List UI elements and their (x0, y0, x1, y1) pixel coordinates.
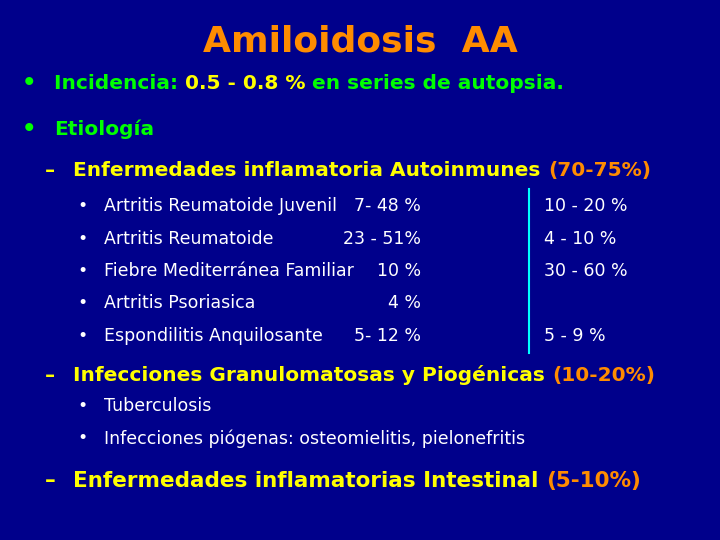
Text: Artritis Reumatoide Juvenil: Artritis Reumatoide Juvenil (104, 197, 338, 215)
Text: –: – (45, 470, 55, 491)
Text: Espondilitis Anquilosante: Espondilitis Anquilosante (104, 327, 323, 345)
Text: Enfermedades inflamatoria Autoinmunes: Enfermedades inflamatoria Autoinmunes (73, 160, 548, 180)
Text: Etiología: Etiología (54, 120, 154, 139)
Text: 10 %: 10 % (377, 262, 421, 280)
Text: •: • (78, 397, 88, 415)
Text: en series de autopsia.: en series de autopsia. (312, 74, 564, 93)
Text: •: • (78, 197, 88, 215)
Text: •: • (78, 230, 88, 248)
Text: 5 - 9 %: 5 - 9 % (544, 327, 606, 345)
Text: 4 - 10 %: 4 - 10 % (544, 230, 616, 248)
Text: 7- 48 %: 7- 48 % (354, 197, 421, 215)
Text: Infecciones Granulomatosas y Piogénicas: Infecciones Granulomatosas y Piogénicas (73, 365, 552, 386)
Text: Artritis Psoriasica: Artritis Psoriasica (104, 294, 256, 313)
Text: Enfermedades inflamatorias Intestinal: Enfermedades inflamatorias Intestinal (73, 470, 546, 491)
Text: •: • (22, 118, 36, 141)
Text: 30 - 60 %: 30 - 60 % (544, 262, 627, 280)
Text: (5-10%): (5-10%) (546, 470, 642, 491)
Text: •: • (22, 72, 36, 95)
Text: 23 - 51%: 23 - 51% (343, 230, 421, 248)
Text: Fiebre Mediterránea Familiar: Fiebre Mediterránea Familiar (104, 262, 354, 280)
Text: 0.5 - 0.8 %: 0.5 - 0.8 % (185, 74, 312, 93)
Text: (70-75%): (70-75%) (548, 160, 651, 180)
Text: –: – (45, 366, 55, 385)
Text: •: • (78, 294, 88, 313)
Text: Tuberculosis: Tuberculosis (104, 397, 212, 415)
Text: •: • (78, 429, 88, 448)
Text: Incidencia:: Incidencia: (54, 74, 185, 93)
Text: (10-20%): (10-20%) (552, 366, 655, 385)
Text: •: • (78, 262, 88, 280)
Text: Amiloidosis  AA: Amiloidosis AA (202, 24, 518, 58)
Text: Infecciones piógenas: osteomielitis, pielonefritis: Infecciones piógenas: osteomielitis, pie… (104, 429, 526, 448)
Text: 10 - 20 %: 10 - 20 % (544, 197, 627, 215)
Text: •: • (78, 327, 88, 345)
Text: –: – (45, 160, 55, 180)
Text: 5- 12 %: 5- 12 % (354, 327, 421, 345)
Text: Artritis Reumatoide: Artritis Reumatoide (104, 230, 274, 248)
Text: 4 %: 4 % (388, 294, 421, 313)
